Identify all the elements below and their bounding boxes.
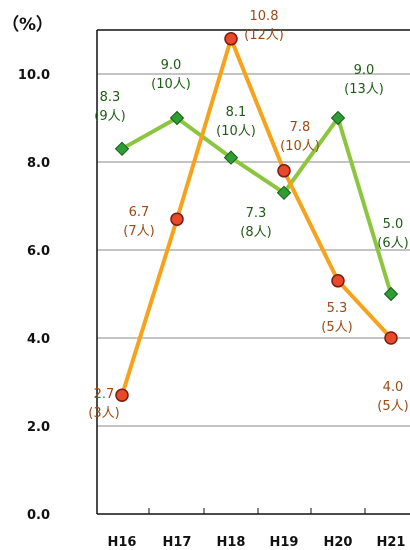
count-label-green-h17: (10人) [151,77,191,92]
series-markers [114,32,399,402]
count-label-orange-h18: (12人) [244,28,284,43]
count-label-green-h18: (10人) [216,124,256,139]
axes [96,29,410,515]
x-tick-label-h17: H17 [163,535,192,550]
marker-green-h18 [223,150,239,165]
value-label-green-h18: 8.1 [226,105,247,120]
y-tick-label: 6.0 [27,244,50,259]
count-label-orange-h21: (5人) [377,399,408,414]
value-label-orange-h18: 10.8 [250,9,279,24]
y-unit-label: （%） [2,14,53,35]
value-label-green-h16: 8.3 [100,90,121,105]
x-tick-label-h21: H21 [377,535,406,550]
marker-green-h19 [276,185,292,201]
series-line-green [121,116,393,295]
x-tick-label-h16: H16 [108,535,137,550]
x-tick-labels: H16 H17 H18 H19 H20 H21 [108,535,406,550]
count-label-green-h16: (9人) [94,109,125,124]
x-tick-label-h19: H19 [270,535,299,550]
gridlines [97,73,410,427]
count-label-orange-h20: (5人) [321,320,352,335]
value-label-green-h21: 5.0 [383,217,404,232]
series-line-orange [120,36,393,396]
marker-orange-h16 [115,388,129,402]
marker-orange-h21 [384,331,398,345]
marker-green-h17 [169,110,185,126]
y-tick-label: 2.0 [27,420,50,435]
y-tick-label: 8.0 [27,156,50,171]
y-tick-label: 0.0 [27,508,50,523]
marker-orange-h20 [331,274,345,288]
y-tick-label: 10.0 [18,68,50,83]
count-label-orange-h16: (3人) [88,406,119,421]
value-label-orange-h21: 4.0 [383,380,404,395]
value-label-green-h17: 9.0 [161,58,182,73]
marker-orange-h19 [277,164,291,178]
marker-orange-h17 [170,212,184,226]
data-labels: 8.3 (9人) 9.0 (10人) 8.1 (10人) 7.3 (8人) 9.0 (13人) 5.… [88,9,408,421]
count-label-green-h20: (13人) [344,82,384,97]
value-label-orange-h19: 7.8 [290,120,311,135]
marker-green-h16 [114,141,130,157]
x-tick-label-h18: H18 [217,535,246,550]
marker-green-h20 [330,110,346,126]
value-label-orange-h16: 2.7 [94,387,115,402]
value-label-green-h20: 9.0 [354,63,375,78]
marker-green-h21 [383,286,399,302]
y-tick-label: 4.0 [27,332,50,347]
count-label-green-h19: (8人) [240,225,271,240]
value-label-green-h19: 7.3 [246,206,267,221]
series-lines [120,36,393,396]
y-tick-labels: 0.0 2.0 4.0 6.0 8.0 10.0 [18,68,50,523]
value-label-orange-h17: 6.7 [129,205,150,220]
x-tick-label-h20: H20 [324,535,353,550]
value-label-orange-h20: 5.3 [327,301,348,316]
count-label-orange-h17: (7人) [123,224,154,239]
marker-orange-h18 [224,32,238,46]
count-label-orange-h19: (10人) [280,139,320,154]
count-label-green-h21: (6人) [377,236,408,251]
